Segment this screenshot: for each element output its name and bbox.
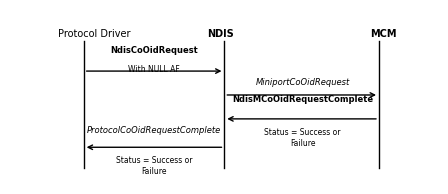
Text: MiniportCoOidRequest: MiniportCoOidRequest (255, 78, 349, 87)
Text: Protocol Driver: Protocol Driver (58, 29, 130, 39)
Text: ProtocolCoOidRequestComplete: ProtocolCoOidRequestComplete (87, 126, 221, 135)
Text: MCM: MCM (370, 29, 397, 39)
Text: NdisCoOidRequest: NdisCoOidRequest (110, 46, 198, 55)
Text: Status = Success or
Failure: Status = Success or Failure (116, 156, 193, 176)
Text: NDIS: NDIS (207, 29, 234, 39)
Text: With NULL AF: With NULL AF (129, 65, 180, 74)
Text: NdisMCoOidRequestComplete: NdisMCoOidRequestComplete (232, 95, 373, 104)
Text: Status = Success or
Failure: Status = Success or Failure (264, 128, 341, 148)
